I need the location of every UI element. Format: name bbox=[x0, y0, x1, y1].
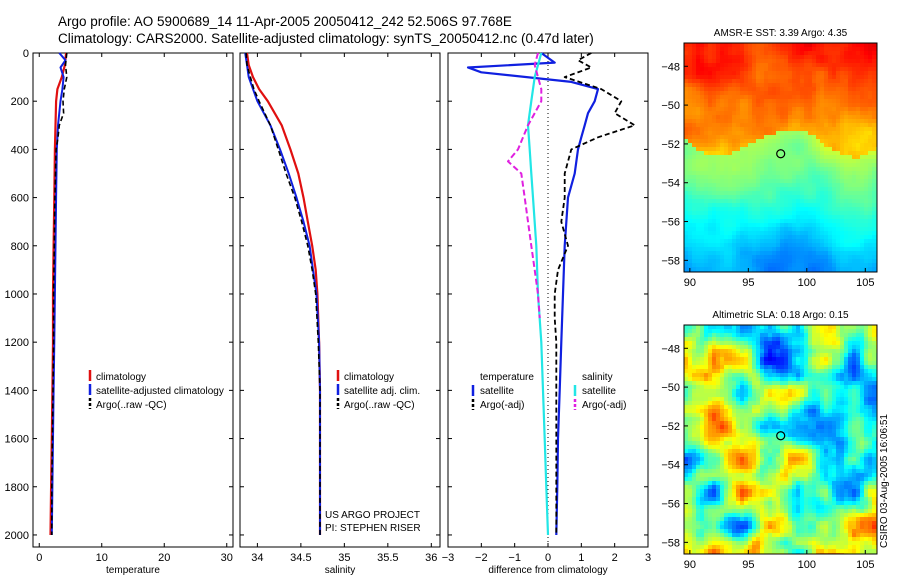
y-tick-label: 1600 bbox=[5, 434, 29, 446]
y-tick-label: 2000 bbox=[5, 530, 29, 542]
y-tick-label: −56 bbox=[661, 217, 680, 229]
map-field bbox=[684, 43, 877, 272]
y-tick-label: −58 bbox=[661, 537, 680, 549]
panel-frame bbox=[447, 52, 649, 548]
x-tick-label: 34 bbox=[251, 552, 263, 564]
figure-title-line1: Argo profile: AO 5900689_14 11-Apr-2005 … bbox=[58, 14, 512, 29]
x-tick-label: 2 bbox=[612, 552, 618, 564]
series-line-argo-raw-qc- bbox=[50, 52, 68, 535]
x-tick-label: 30 bbox=[221, 552, 233, 564]
map-frame bbox=[683, 42, 878, 273]
y-tick-label: −48 bbox=[661, 61, 680, 73]
y-tick-label: −56 bbox=[661, 499, 680, 511]
legend-heading: temperature bbox=[480, 372, 534, 383]
y-tick-label: −48 bbox=[661, 343, 680, 355]
x-tick-label: 10 bbox=[96, 552, 108, 564]
y-tick-label: 600 bbox=[11, 193, 29, 205]
x-tick-label: 95 bbox=[742, 559, 754, 571]
y-tick-label: 400 bbox=[11, 144, 29, 156]
y-tick-label: −54 bbox=[661, 178, 680, 190]
legend-label: Argo(-adj) bbox=[480, 400, 524, 411]
x-tick-label: −1 bbox=[508, 552, 521, 564]
x-tick-label: 0 bbox=[545, 552, 551, 564]
profile-location-marker bbox=[776, 431, 786, 441]
y-tick-label: −52 bbox=[661, 139, 680, 151]
legend-label: satellite adj. clim. bbox=[344, 386, 420, 397]
legend-label: Argo(..raw -QC) bbox=[344, 400, 415, 411]
x-tick-label: 35.5 bbox=[377, 552, 398, 564]
legend-heading: salinity bbox=[582, 372, 613, 383]
map-frame bbox=[683, 324, 878, 555]
map-field bbox=[684, 325, 877, 554]
x-axis-label: salinity bbox=[325, 565, 356, 576]
y-tick-label: 1400 bbox=[5, 385, 29, 397]
series-line-salinity-argo-adj- bbox=[507, 52, 543, 319]
x-axis-label: difference from climatology bbox=[488, 565, 607, 576]
profile-panel-1: 0 10 20 30 0 200 400 600 800 1000 1200 1400 1600 1800… bbox=[5, 48, 234, 576]
annotation-pi: PI: STEPHEN RISER bbox=[325, 523, 421, 534]
profile-panel-3: −3 −2 −1 0 1 2 3 difference from climatology tem… bbox=[442, 52, 651, 576]
x-tick-label: 90 bbox=[684, 277, 696, 289]
y-tick-label: −52 bbox=[661, 421, 680, 433]
figure-title-line2: Climatology: CARS2000. Satellite-adjuste… bbox=[58, 31, 594, 46]
x-tick-label: 36 bbox=[425, 552, 437, 564]
map-panel-2: 90 95 100 105 −48 −50 −52 −54 −56 −58 Altimetric S… bbox=[661, 310, 878, 571]
y-tick-label: 1000 bbox=[5, 289, 29, 301]
legend-label: satellite bbox=[582, 386, 616, 397]
x-tick-label: 100 bbox=[798, 277, 816, 289]
legend-label: climatology bbox=[96, 372, 146, 383]
series-line-climatology bbox=[245, 52, 322, 535]
y-tick-label: −50 bbox=[661, 382, 680, 394]
y-tick-label: 800 bbox=[11, 241, 29, 253]
profile-panel-2: 34 34.5 35 35.5 36 salinity climatology satelli… bbox=[239, 52, 441, 576]
legend-label: Argo(-adj) bbox=[582, 400, 626, 411]
x-tick-label: 34.5 bbox=[290, 552, 311, 564]
x-axis-label: temperature bbox=[106, 565, 160, 576]
y-tick-label: 1800 bbox=[5, 482, 29, 494]
legend-label: satellite bbox=[480, 386, 514, 397]
legend-label: satellite-adjusted climatology bbox=[96, 386, 224, 397]
series-line-argo-raw-qc- bbox=[245, 52, 321, 535]
y-tick-label: 0 bbox=[23, 48, 29, 60]
series-line-temperature-argo-adj- bbox=[553, 52, 636, 535]
x-tick-label: 20 bbox=[158, 552, 170, 564]
y-tick-label: 1200 bbox=[5, 337, 29, 349]
x-tick-label: 95 bbox=[742, 277, 754, 289]
y-tick-label: −54 bbox=[661, 460, 680, 472]
legend-label: climatology bbox=[344, 372, 394, 383]
x-tick-label: 0 bbox=[36, 552, 42, 564]
x-tick-label: 3 bbox=[645, 552, 651, 564]
x-tick-label: 90 bbox=[684, 559, 696, 571]
panel-frame bbox=[239, 52, 441, 548]
y-tick-label: 200 bbox=[11, 96, 29, 108]
profile-location-marker bbox=[776, 149, 786, 159]
x-tick-label: 35 bbox=[338, 552, 350, 564]
series-line-salinity-satellite bbox=[526, 52, 550, 536]
x-tick-label: −2 bbox=[475, 552, 488, 564]
legend-label: Argo(..raw -QC) bbox=[96, 400, 167, 411]
series-line-temperature-satellite bbox=[466, 52, 600, 536]
side-label: CSIRO 03-Aug-2005 16:06:51 bbox=[879, 414, 890, 548]
x-tick-label: −3 bbox=[442, 552, 455, 564]
x-tick-label: 105 bbox=[856, 277, 874, 289]
map-panel-1: 90 95 100 105 −48 −50 −52 −54 −56 −58 AMSR-E SST: … bbox=[661, 28, 878, 289]
x-tick-label: 1 bbox=[578, 552, 584, 564]
y-tick-label: −50 bbox=[661, 100, 680, 112]
x-tick-label: 105 bbox=[856, 559, 874, 571]
x-tick-label: 100 bbox=[798, 559, 816, 571]
panel-frame bbox=[32, 52, 234, 548]
map-title: Altimetric SLA: 0.18 Argo: 0.15 bbox=[712, 310, 849, 321]
map-title: AMSR-E SST: 3.39 Argo: 4.35 bbox=[714, 28, 848, 39]
y-tick-label: −58 bbox=[661, 255, 680, 267]
annotation-project: US ARGO PROJECT bbox=[325, 510, 420, 521]
